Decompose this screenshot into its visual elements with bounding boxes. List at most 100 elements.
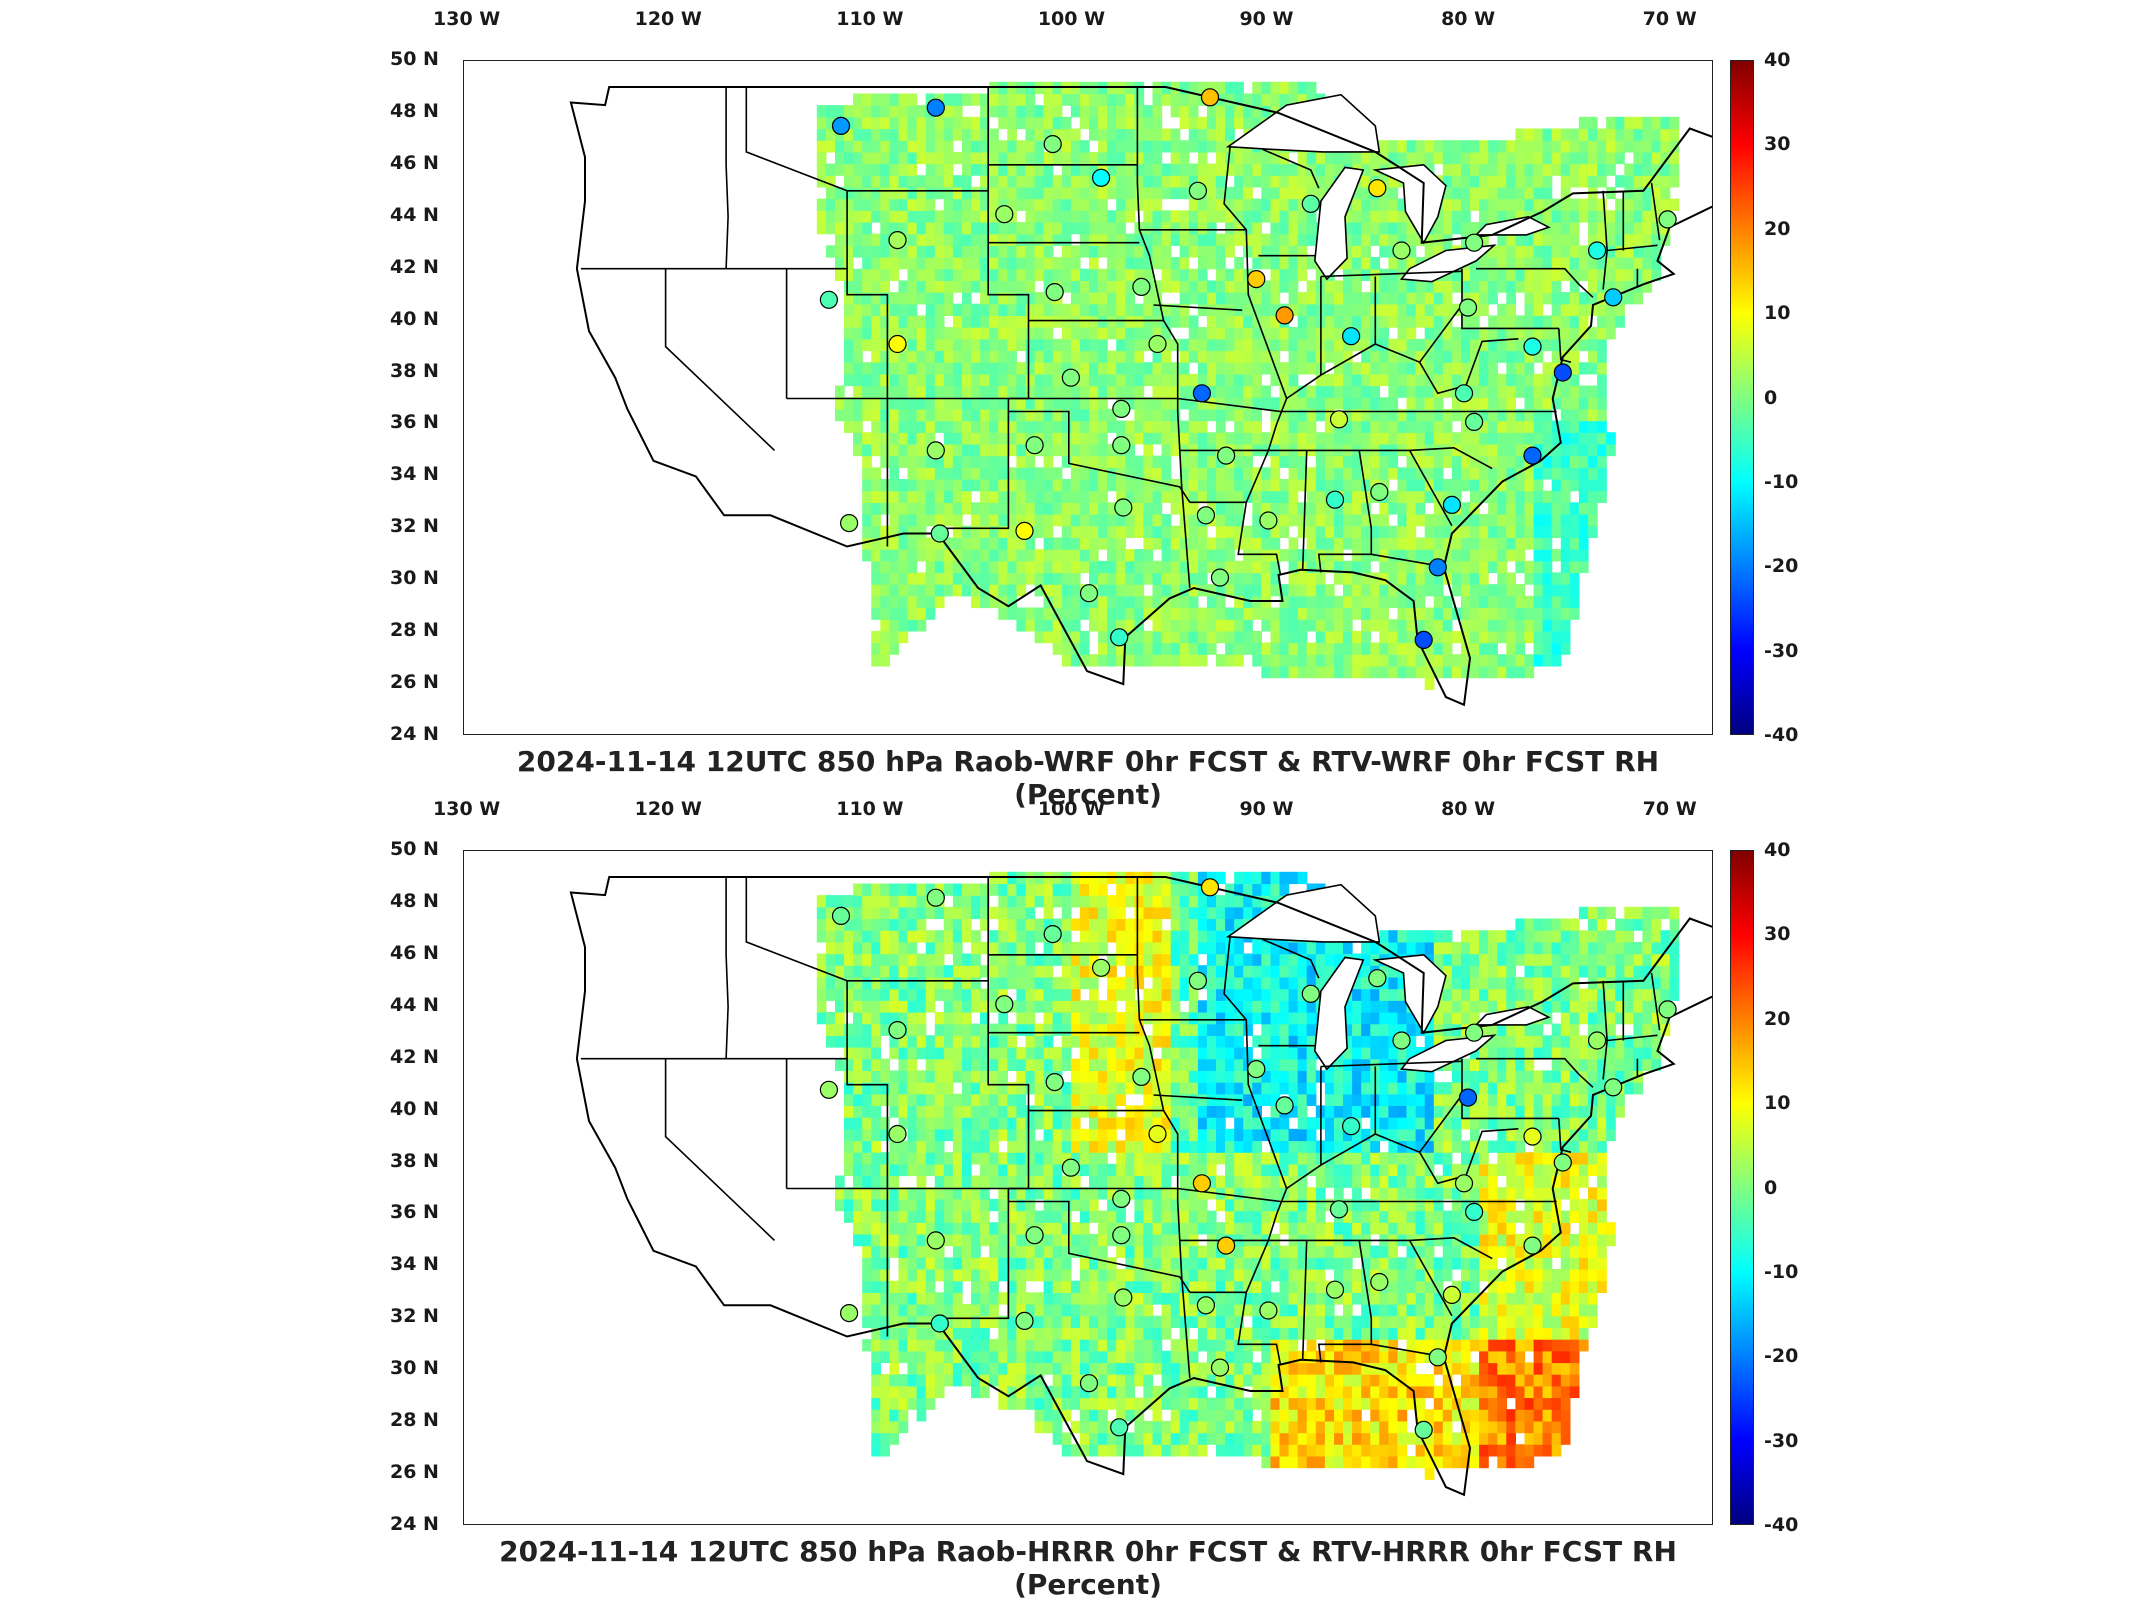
raob-station xyxy=(1524,338,1541,355)
raob-station xyxy=(1044,136,1061,153)
colorbar-tick-label: 0 xyxy=(1764,387,1777,409)
raob-station xyxy=(1026,1227,1043,1244)
raob-station xyxy=(1343,328,1360,345)
lon-tick-label: 110 W xyxy=(836,8,903,30)
raob-station xyxy=(1115,1289,1132,1306)
lat-tick-label: 42 N xyxy=(390,1046,439,1068)
map-wrf xyxy=(464,61,1713,735)
raob-station xyxy=(1443,496,1460,513)
raob-station xyxy=(889,1022,906,1039)
raob-station xyxy=(1659,211,1676,228)
raob-station xyxy=(889,1126,906,1143)
lon-tick-label: 90 W xyxy=(1239,798,1293,820)
raob-station xyxy=(1202,879,1219,896)
colorbar-tick-label: 30 xyxy=(1764,133,1790,155)
lat-tick-label: 28 N xyxy=(390,1409,439,1431)
raob-station xyxy=(1460,1089,1477,1106)
lat-tick-label: 38 N xyxy=(390,1150,439,1172)
raob-station xyxy=(833,117,850,134)
raob-station xyxy=(1149,336,1166,353)
lon-tick-label: 70 W xyxy=(1643,798,1697,820)
raob-station xyxy=(889,336,906,353)
lat-tick-label: 42 N xyxy=(390,256,439,278)
raob-station xyxy=(1212,1359,1229,1376)
raob-station xyxy=(1605,289,1622,306)
raob-station xyxy=(820,291,837,308)
raob-station xyxy=(1443,1286,1460,1303)
lon-tick-label: 120 W xyxy=(635,8,702,30)
lat-tick-label: 26 N xyxy=(390,671,439,693)
lat-tick-label: 50 N xyxy=(390,48,439,70)
raob-station xyxy=(1133,1068,1150,1085)
raob-station xyxy=(1197,507,1214,524)
raob-station xyxy=(927,99,944,116)
raob-station xyxy=(931,1315,948,1332)
lat-tick-label: 24 N xyxy=(390,723,439,745)
raob-station xyxy=(1524,1237,1541,1254)
raob-station xyxy=(1202,89,1219,106)
raob-station xyxy=(1113,400,1130,417)
panel-title-hrrr: 2024-11-14 12UTC 850 hPa Raob-HRRR 0hr F… xyxy=(463,1535,1713,1601)
lat-tick-label: 30 N xyxy=(390,567,439,589)
colorbar-tick-label: -40 xyxy=(1764,724,1798,746)
raob-station xyxy=(1327,1281,1344,1298)
raob-station xyxy=(1276,1097,1293,1114)
colorbar-tick-label: 40 xyxy=(1764,839,1790,861)
colorbar-tick-label: 40 xyxy=(1764,49,1790,71)
colorbar-tick-label: -20 xyxy=(1764,555,1798,577)
lat-tick-label: 48 N xyxy=(390,890,439,912)
colorbar-tick-label: -40 xyxy=(1764,1514,1798,1536)
lon-tick-label: 110 W xyxy=(836,798,903,820)
raob-station xyxy=(1331,1201,1348,1218)
raob-station xyxy=(1111,1419,1128,1436)
raob-station xyxy=(1062,1159,1079,1176)
map-frame-hrrr xyxy=(463,850,1713,1525)
lat-tick-label: 48 N xyxy=(390,100,439,122)
lon-tick-label: 80 W xyxy=(1441,798,1495,820)
raob-station xyxy=(841,515,858,532)
state-boundary xyxy=(726,87,728,269)
lat-tick-label: 36 N xyxy=(390,1201,439,1223)
colorbar-tick-label: -30 xyxy=(1764,1430,1798,1452)
raob-station xyxy=(1460,299,1477,316)
lon-tick-label: 90 W xyxy=(1239,8,1293,30)
raob-station xyxy=(1605,1079,1622,1096)
raob-station xyxy=(1369,180,1386,197)
raob-station xyxy=(1046,1074,1063,1091)
colorbar-tick-label: -10 xyxy=(1764,1261,1798,1283)
raob-station xyxy=(1393,1032,1410,1049)
raob-station xyxy=(1466,234,1483,251)
lat-tick-label: 32 N xyxy=(390,1305,439,1327)
raob-station xyxy=(1111,629,1128,646)
state-boundary xyxy=(726,877,728,1059)
raob-station xyxy=(1248,271,1265,288)
raob-station xyxy=(1260,512,1277,529)
raob-station xyxy=(1524,1128,1541,1145)
colorbar-tick-label: -10 xyxy=(1764,471,1798,493)
raob-station xyxy=(1193,385,1210,402)
raob-station xyxy=(889,232,906,249)
raob-station xyxy=(1218,447,1235,464)
raob-station xyxy=(1466,413,1483,430)
raob-station xyxy=(1133,278,1150,295)
raob-station xyxy=(1093,959,1110,976)
raob-station xyxy=(1302,195,1319,212)
raob-station xyxy=(833,907,850,924)
raob-station xyxy=(1659,1001,1676,1018)
raob-station xyxy=(1218,1237,1235,1254)
raob-station xyxy=(927,442,944,459)
colorbar-hrrr xyxy=(1730,850,1754,1525)
lat-tick-label: 34 N xyxy=(390,1253,439,1275)
raob-station xyxy=(1327,491,1344,508)
raob-station xyxy=(1149,1126,1166,1143)
lon-tick-label: 100 W xyxy=(1038,8,1105,30)
raob-station xyxy=(1193,1175,1210,1192)
raob-station xyxy=(996,206,1013,223)
raob-station xyxy=(1393,242,1410,259)
colorbar-tick-label: 10 xyxy=(1764,1092,1790,1114)
raob-station xyxy=(931,525,948,542)
lat-tick-label: 32 N xyxy=(390,515,439,537)
raob-station xyxy=(1429,559,1446,576)
